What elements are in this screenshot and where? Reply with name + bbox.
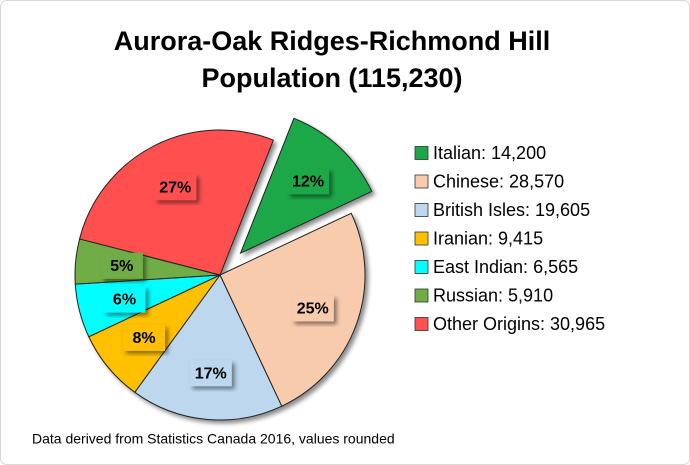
chart-title: Population (115,230)	[201, 63, 462, 93]
legend-swatch	[414, 203, 429, 217]
legend-label: Russian: 5,910	[433, 285, 553, 305]
pie-slice	[134, 274, 283, 421]
pie-slice	[78, 129, 275, 276]
legend-label: Other Origins: 30,965	[433, 314, 605, 334]
data-label: 25%	[297, 301, 329, 318]
label-box	[103, 286, 146, 313]
legend-label: Chinese: 28,570	[433, 171, 564, 191]
label-box	[154, 174, 197, 201]
footnote: Data derived from Statistics Canada 2016…	[32, 431, 395, 447]
data-label: 6%	[113, 292, 136, 309]
data-label: 17%	[195, 365, 227, 382]
legend-label: Italian: 14,200	[433, 143, 546, 163]
legend-swatch	[414, 260, 429, 274]
legend-swatch	[414, 231, 429, 246]
label-box	[100, 252, 143, 279]
legend-label: East Indian: 6,565	[433, 257, 578, 277]
data-label: 27%	[159, 179, 191, 196]
legend-swatch	[414, 174, 429, 189]
data-label: 5%	[110, 258, 133, 275]
legend-swatch	[414, 288, 429, 303]
legend-label: Iranian: 9,415	[433, 228, 543, 248]
legend-swatch	[414, 146, 429, 160]
legend-swatch	[414, 317, 429, 331]
chart-title: Aurora-Oak Ridges-Richmond Hill	[114, 26, 551, 56]
label-box	[123, 324, 166, 351]
label-box	[189, 360, 232, 387]
label-box	[291, 295, 334, 322]
data-label: 8%	[132, 330, 155, 347]
legend-label: British Isles: 19,605	[433, 200, 590, 220]
label-box	[287, 168, 330, 195]
data-label: 12%	[292, 173, 324, 190]
